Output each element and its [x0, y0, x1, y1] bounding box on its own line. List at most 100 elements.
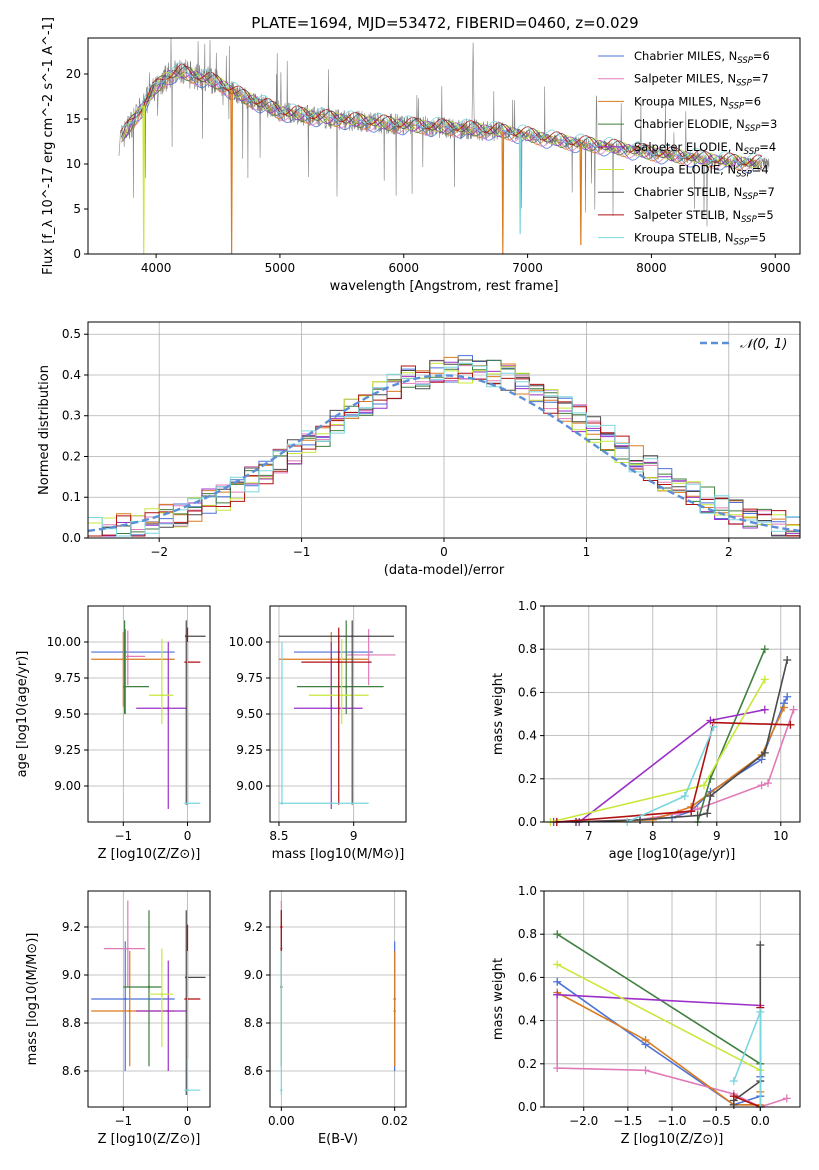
mass-vs-ebv-panel: 0.00 0.02 8.6 8.8 9.0 9.2 E(B-V): [244, 890, 408, 1147]
legend-label: Kroupa MILES, NSSP=6: [634, 94, 761, 111]
series-marker: [783, 692, 792, 701]
legend-subscript: SSP: [744, 147, 760, 157]
y-tick-label: 15: [66, 112, 81, 126]
y-axis-label: age [log10(age/yr)]: [15, 651, 30, 778]
model-spectrum-dip: [142, 105, 146, 254]
series-marker: [553, 977, 562, 986]
series-marker: [553, 930, 562, 939]
model-spectrum-line: [121, 68, 763, 168]
x-tick-label: 0.02: [381, 1114, 408, 1128]
y-axis-label: mass weight: [491, 958, 506, 1040]
y-tick-label: 8.8: [62, 1016, 81, 1030]
x-axis-label: Z [log10(Z/Z⊙)]: [98, 1132, 201, 1147]
data-point: [345, 685, 348, 688]
y-tick-label: 5: [73, 202, 81, 216]
series-marker: [780, 703, 788, 712]
x-tick-label: 8: [649, 829, 657, 843]
age-vs-metallicity-panel: −1 0 9.00 9.25 9.50 9.75 10.00 Z [log10(Z/Z⊙)] a…: [15, 605, 211, 862]
series-marker: [760, 705, 769, 714]
x-tick-label: 0: [184, 1114, 192, 1128]
x-tick-label: 2: [725, 545, 733, 559]
series-marker: [709, 722, 718, 731]
legend-model-name: Chabrier ELODIE, N: [634, 117, 745, 131]
y-tick-label: 0: [73, 247, 81, 261]
y-axis-label: mass [log10(M/M⊙)]: [25, 933, 40, 1066]
y-tick-label: 8.6: [244, 1064, 263, 1078]
model-spectrum-dip: [230, 90, 233, 254]
y-tick-label: 9.25: [54, 743, 81, 757]
plot-frame: [87, 890, 211, 1108]
legend-model-name: Chabrier STELIB, N: [634, 185, 742, 199]
normal-distribution-curve: [88, 374, 800, 533]
x-tick-label: −1: [293, 545, 311, 559]
y-tick-label: 0.0: [518, 1100, 537, 1114]
legend-model-name: Salpeter MILES, N: [634, 72, 736, 86]
data-point: [186, 1089, 189, 1092]
legend-model-name: Salpeter ELODIE, N: [634, 140, 744, 154]
series-marker: [756, 1007, 765, 1016]
data-point: [186, 802, 189, 805]
legend-label: Salpeter ELODIE, NSSP=4: [634, 140, 776, 157]
data-point: [367, 653, 370, 657]
legend-subscript: SSP: [745, 124, 761, 134]
series-line: [557, 993, 761, 1007]
data-point: [147, 985, 151, 989]
legend-subscript: SSP: [736, 79, 752, 89]
y-tick-label: 9.75: [54, 671, 81, 685]
series-marker: [786, 720, 795, 729]
data-point: [393, 1009, 396, 1013]
legend-label: Chabrier STELIB, NSSP=7: [634, 185, 775, 202]
series-line: [556, 933, 761, 1065]
legend-subscript: SSP: [737, 56, 753, 66]
series-marker: [756, 941, 765, 949]
legend-label: Salpeter STELIB, NSSP=5: [634, 208, 774, 225]
weight-vs-age-panel: 7 8 9 10 0.0 0.2 0.4 0.6 0.8 1.0 age [log10(age/yr…: [491, 599, 801, 862]
series-marker: [764, 779, 772, 788]
data-point: [330, 707, 333, 710]
series-marker: [687, 807, 696, 816]
series-marker: [782, 1094, 791, 1103]
legend-subscript: SSP: [734, 238, 750, 248]
data-point: [160, 993, 164, 996]
y-tick-label: 0.4: [62, 368, 81, 382]
y-tick-label: 9.2: [244, 920, 263, 934]
y-tick-label: 9.75: [236, 671, 263, 685]
x-tick-label: 7000: [512, 261, 543, 275]
legend-label: Kroupa ELODIE, NSSP=4: [634, 163, 769, 180]
x-tick-label: 5000: [265, 261, 296, 275]
legend-nssp-value: =4: [759, 140, 776, 154]
x-axis-label: E(B-V): [318, 1132, 358, 1147]
legend-label: Chabrier ELODIE, NSSP=3: [634, 117, 777, 134]
x-tick-label: −2.0: [569, 1114, 598, 1128]
x-axis-label: wavelength [Angstrom, rest frame]: [330, 279, 559, 294]
y-tick-label: 9.50: [54, 707, 81, 721]
series-marker: [641, 1066, 650, 1075]
legend-label: Chabrier MILES, NSSP=6: [634, 49, 770, 66]
data-point: [185, 635, 188, 638]
legend-nssp-value: =5: [757, 208, 774, 222]
x-tick-label: 1: [583, 545, 591, 559]
x-tick-label: 0.00: [268, 1114, 295, 1128]
legend-model-name: Kroupa ELODIE, N: [634, 163, 736, 177]
data-point: [126, 947, 130, 950]
model-spectrum-dip: [501, 131, 505, 254]
age-vs-mass-panel: 8.5 9 9.00 9.25 9.50 9.75 10.00 mass [log10(M/M…: [229, 605, 407, 862]
x-axis-label: Z [log10(Z/Z⊙)]: [98, 847, 201, 862]
legend-label: Salpeter MILES, NSSP=7: [634, 72, 769, 89]
legend-model-name: Salpeter STELIB, N: [634, 208, 741, 222]
y-axis-label: mass weight: [491, 673, 506, 755]
y-tick-label: 0.2: [62, 449, 81, 463]
line-plot-area: [546, 645, 798, 826]
legend-subscript: SSP: [736, 170, 752, 180]
data-point: [185, 976, 188, 979]
series-marker: [760, 748, 769, 757]
data-point: [167, 707, 170, 710]
x-tick-label: −1: [114, 829, 132, 843]
model-spectrum-line: [121, 69, 763, 170]
x-tick-label: 9: [350, 829, 358, 843]
legend-nssp-value: =7: [752, 72, 769, 86]
data-point: [340, 694, 343, 697]
y-tick-label: 1.0: [518, 599, 537, 613]
series-line: [556, 994, 788, 1108]
